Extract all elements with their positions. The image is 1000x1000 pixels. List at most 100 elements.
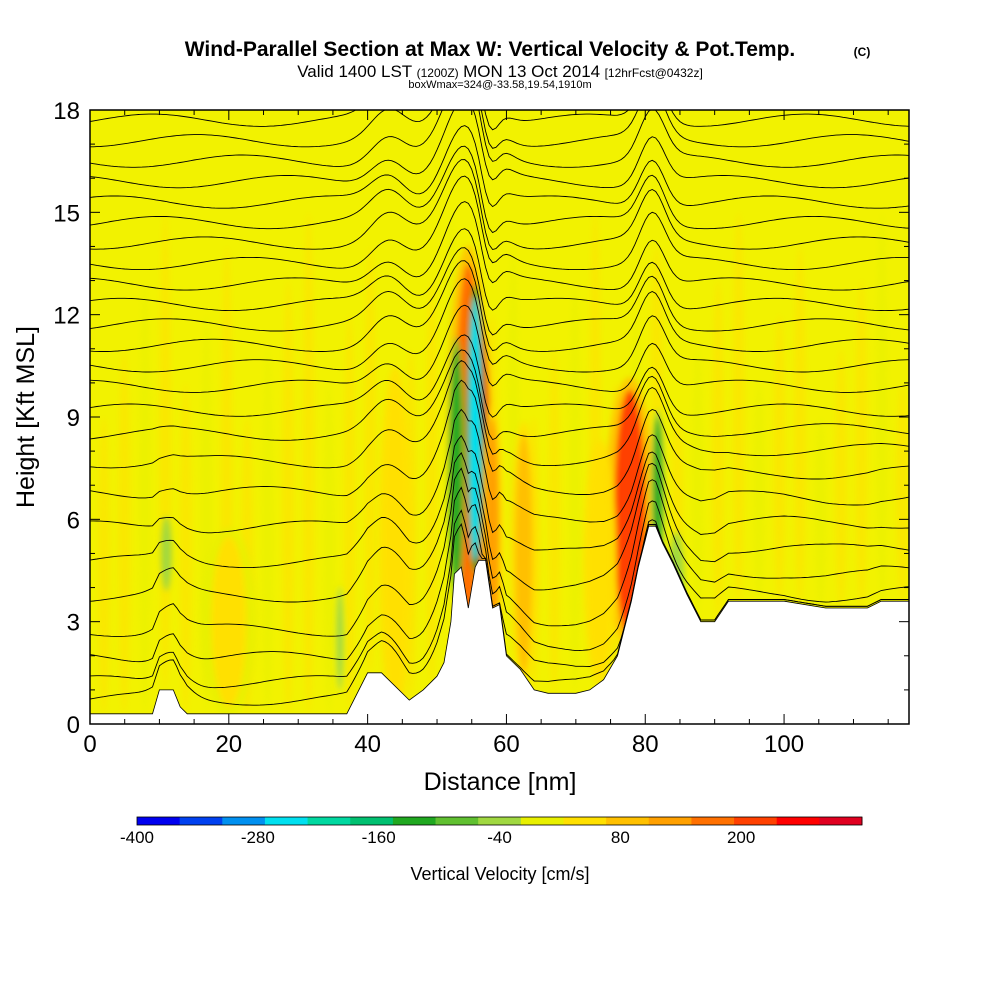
isentrope-line bbox=[90, 110, 909, 131]
colorbar-swatch bbox=[350, 817, 394, 825]
colorbar-swatch bbox=[819, 817, 863, 825]
terrain-layer bbox=[90, 525, 909, 724]
colorbar-tick-label: -280 bbox=[241, 828, 275, 847]
texture-cell bbox=[875, 212, 888, 602]
y-axis: 0 3 6 9 12 15 18 bbox=[53, 98, 909, 739]
colorbar-tick-label: -40 bbox=[487, 828, 512, 847]
isentrope-line bbox=[90, 434, 909, 569]
texture-cell bbox=[425, 280, 438, 682]
isentrope-line bbox=[90, 175, 909, 271]
colorbar-swatch bbox=[137, 817, 181, 825]
downdraft-plume bbox=[162, 519, 170, 588]
texture-cell bbox=[343, 314, 356, 709]
x-axis: 0 20 40 60 80 100 bbox=[83, 110, 889, 758]
texture-cell bbox=[814, 417, 827, 608]
isentrope-line bbox=[90, 359, 909, 469]
isentrope-line bbox=[90, 110, 909, 168]
texture-cell bbox=[732, 212, 745, 602]
colorbar-frame bbox=[136, 816, 863, 826]
colorbar-swatch bbox=[392, 817, 437, 825]
texture-cell bbox=[159, 212, 172, 690]
x-tick-label: 60 bbox=[493, 731, 520, 758]
texture-cell bbox=[364, 246, 377, 673]
colorbar-swatch bbox=[478, 817, 522, 825]
texture-cell bbox=[773, 314, 786, 602]
isentrope-line bbox=[90, 201, 909, 291]
isentrope-line bbox=[90, 125, 909, 209]
colorbar-swatch bbox=[606, 817, 650, 825]
isentrope-line bbox=[90, 349, 909, 441]
colorbar-swatch bbox=[264, 817, 309, 825]
colorbar-tick-label: -160 bbox=[362, 828, 396, 847]
texture-cell bbox=[97, 417, 110, 714]
texture-cell bbox=[834, 348, 847, 609]
chart-title: Wind-Parallel Section at Max W: Vertical… bbox=[185, 38, 796, 61]
y-tick-label: 6 bbox=[67, 507, 80, 534]
colorbar-tick-label: 80 bbox=[611, 828, 630, 847]
colorbar-swatch bbox=[179, 817, 223, 825]
colorbar-swatch bbox=[691, 817, 735, 825]
colorbar-swatch bbox=[435, 817, 479, 825]
isentrope-line bbox=[90, 467, 909, 637]
updraft-plume bbox=[384, 382, 406, 707]
texture-cell bbox=[548, 348, 561, 694]
y-tick-label: 18 bbox=[53, 98, 80, 125]
isentrope-line bbox=[90, 452, 909, 603]
colorbar-swatch bbox=[307, 817, 351, 825]
colorbar-swatch bbox=[520, 817, 564, 825]
isentrope-line bbox=[90, 278, 909, 373]
downdraft-plume bbox=[469, 297, 481, 561]
texture-cell bbox=[179, 382, 192, 713]
x-tick-label: 20 bbox=[215, 731, 242, 758]
texture-cell bbox=[282, 280, 295, 714]
texture-cell bbox=[323, 382, 336, 714]
x-axis-label: Distance [nm] bbox=[424, 768, 577, 796]
updraft-plume bbox=[211, 536, 247, 707]
updraft-plume bbox=[515, 434, 533, 673]
y-tick-label: 3 bbox=[67, 610, 80, 637]
texture-cell bbox=[302, 212, 315, 714]
isentrope-line bbox=[90, 408, 909, 534]
x-tick-label: 40 bbox=[354, 731, 381, 758]
isentrope-line bbox=[90, 304, 909, 393]
texture-cell bbox=[261, 348, 274, 714]
isentrope-line bbox=[90, 509, 909, 689]
colorbar-swatch bbox=[563, 817, 607, 825]
texture-cell bbox=[118, 348, 131, 714]
y-tick-label: 9 bbox=[67, 405, 80, 432]
isentrope-line bbox=[90, 228, 909, 312]
downdraft-plume bbox=[336, 587, 344, 690]
colorbar-swatch bbox=[734, 817, 778, 825]
isentrope-line bbox=[90, 486, 909, 663]
subtitle-zulu: (1200Z) bbox=[417, 66, 459, 80]
isentrope-line bbox=[90, 110, 909, 149]
colorbar-swatch bbox=[648, 817, 692, 825]
subtitle-prefix: Valid 1400 LST bbox=[297, 62, 412, 81]
isentrope-line bbox=[90, 379, 909, 499]
isentrope-line bbox=[90, 145, 909, 234]
subtitle-date: MON 13 Oct 2014 bbox=[463, 62, 600, 81]
y-tick-label: 0 bbox=[67, 712, 80, 739]
colorbar-tick-label: 200 bbox=[727, 828, 755, 847]
updraft-plume bbox=[589, 451, 611, 673]
colorbar-swatch bbox=[222, 817, 266, 825]
x-tick-label: 100 bbox=[764, 731, 804, 758]
isentrope-line bbox=[90, 159, 909, 251]
colorbar: -400 -280 -160 -40 80 200 bbox=[120, 816, 863, 847]
subtitle-fcst: [12hrFcst@0432z] bbox=[605, 66, 703, 80]
plot-area bbox=[90, 110, 909, 724]
colorbar-tick-label: -400 bbox=[120, 828, 154, 847]
isentrope-line bbox=[90, 110, 909, 189]
isentropes bbox=[90, 110, 909, 706]
texture-cell bbox=[896, 382, 909, 602]
isentrope-line bbox=[90, 247, 909, 336]
isentrope-line bbox=[90, 260, 909, 352]
x-tick-label: 80 bbox=[632, 731, 659, 758]
chart-subtitle-2: boxWmax=324@-33.58,19.54,1910m bbox=[408, 79, 591, 91]
x-tick-label: 0 bbox=[83, 731, 96, 758]
isentrope-line bbox=[90, 334, 909, 418]
chart-title-mark: (C) bbox=[854, 45, 871, 59]
chart-subtitle: Valid 1400 LST (1200Z) MON 13 Oct 2014 [… bbox=[297, 62, 703, 81]
y-tick-label: 12 bbox=[53, 303, 80, 330]
